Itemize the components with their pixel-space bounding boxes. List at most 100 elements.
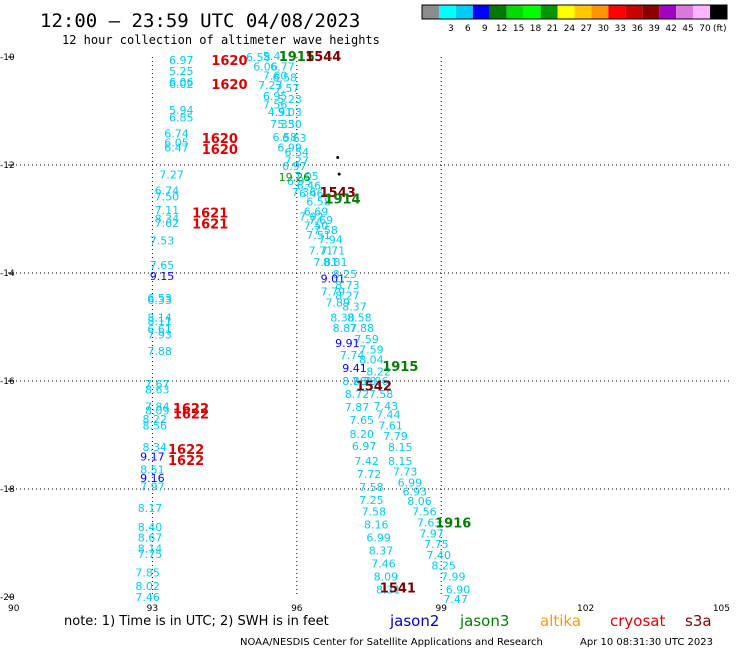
swh-value: 5.23 [277,93,302,106]
swh-value: 8.17 [138,502,163,515]
swh-value: 8.06 [407,495,432,508]
swh-value: 6.93 [287,175,312,188]
swh-value: 4.91 [268,106,293,119]
swh-value: 7.81 [313,256,338,269]
y-tick-label: -18 [0,485,15,495]
swh-value: 7.43 [374,400,399,413]
swh-value: 6.58 [273,72,298,85]
colorbar-swatch [591,5,609,19]
swh-value: 6.97 [282,160,307,173]
swh-value: 7.35 [270,118,295,131]
y-tick-label: -10 [0,53,15,63]
swh-value: 7.58 [313,224,338,237]
swh-value: 7.85 [135,567,160,580]
swh-value: 7.57 [275,82,300,95]
swh-value: 8.22 [143,413,168,426]
pass-time-label: 1915 [279,50,315,65]
colorbar-unit: (ft) [713,24,727,34]
pass-time-label: 1620 [211,78,247,93]
x-tick-label: 105 [713,604,730,614]
swh-value: 6.46 [297,180,322,193]
colorbar-swatch [574,5,592,19]
swh-value: 7.11 [155,204,180,217]
legend-entry-jason2: jason2 [389,612,439,630]
swh-value: 7.58 [359,481,384,494]
swh-value: 7.72 [357,468,382,481]
colorbar-swatch [422,5,439,19]
swh-value: 6.77 [270,61,295,74]
swh-value: 8.31 [376,583,401,596]
swh-value: 7.58 [369,388,394,401]
swh-value: 8.67 [138,532,163,545]
colorbar-label: 21 [547,24,558,34]
swh-value: 8.37 [342,300,367,313]
colorbar-swatch [523,5,541,19]
colorbar-swatch [710,5,727,19]
swh-value: 8.34 [143,441,168,454]
swh-value: 8.73 [335,279,360,292]
colorbar-swatch [455,5,473,19]
pass-time-label: 1622 [173,402,209,417]
swh-value: 6.33 [147,294,172,307]
pass-time-label: 1916 [435,516,471,531]
swh-value: 8.15 [388,441,413,454]
swh-value: 7.88 [350,322,375,335]
swh-value: 6.02 [169,78,194,91]
swh-value: 9.01 [321,272,346,285]
swh-value: 6.06 [253,61,278,74]
colorbar-swatch [693,5,711,19]
swh-value: 6.90 [446,583,471,596]
y-tick-label: -12 [0,161,15,171]
colorbar-label: 27 [581,24,592,34]
swh-value: 7.75 [424,538,449,551]
y-tick-label: -20 [0,593,15,603]
footer-note: note: 1) Time is in UTC; 2) SWH is in fe… [64,614,329,629]
x-axis: 90 93 96 99 102 105 [8,604,730,614]
swh-value: 8.04 [359,353,384,366]
swh-value: 7.74 [340,349,365,362]
swh-value: 8.02 [135,580,160,593]
colorbar-swatch [676,5,694,19]
swh-value: 7.87 [345,401,370,414]
swh-value: 5.03 [277,106,302,119]
swh-value: 8.58 [347,311,372,324]
swh-value: 8.09 [145,405,170,418]
swh-values: 6.975.256.066.025.946.856.746.056.477.27… [135,50,470,606]
swh-value: 7.63 [417,516,442,529]
swh-value: 8.63 [145,384,170,397]
swh-value: 6.58 [273,131,298,144]
x-tick-label: 99 [435,604,447,614]
swh-value: 6.63 [282,132,307,145]
swh-value: 8.34 [155,212,180,225]
colorbar-swatch [489,5,507,19]
black-mark [336,155,340,159]
colorbar-label: 70 [699,24,711,34]
x-tick-label: 90 [8,604,20,614]
swh-value: 8.16 [364,519,389,532]
swh-value: 5.41 [263,50,288,63]
swh-value: 6.74 [155,184,180,197]
swh-value: 6.06 [169,76,194,89]
swh-value: 5.30 [277,118,302,131]
swh-value: 7.88 [147,345,172,358]
swh-value: 7.59 [359,344,384,357]
pass-time-label: 1620 [211,54,247,69]
legend-entry-s3a: s3a [685,612,712,630]
colorbar-label: 33 [615,24,626,34]
colorbar-swatch [608,5,626,19]
swh-value: 8.11 [147,315,172,328]
swh-value: 8.15 [388,455,413,468]
swh-value: 6.47 [164,142,189,155]
swh-value: 7.62 [155,217,180,230]
x-tick-label: 93 [147,604,158,614]
swh-value: 7.79 [383,430,408,443]
swh-value: 9.91 [335,337,360,350]
swh-value: 6.58 [306,196,331,209]
swh-value: 8.56 [143,419,168,432]
swh-value: 8.72 [345,388,370,401]
swh-value: 5.25 [169,65,194,78]
swh-value: 7.89 [325,297,350,310]
swh-value: 7.40 [427,549,452,562]
legend-entry-altika: altika [540,612,581,630]
